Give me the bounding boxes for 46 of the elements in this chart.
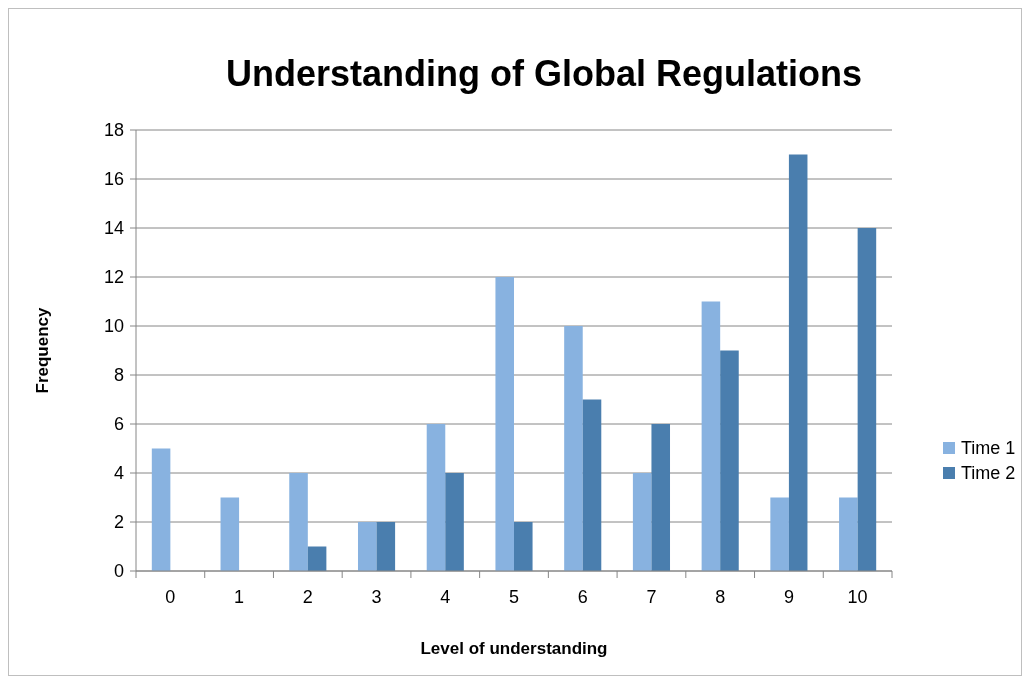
bar <box>582 399 602 571</box>
y-tick-label: 16 <box>103 169 124 190</box>
legend-label: Time 1 <box>961 438 1016 459</box>
bar <box>788 154 808 571</box>
x-tick-label: 8 <box>715 587 726 607</box>
bar <box>289 473 308 571</box>
x-tick-label: 7 <box>646 587 657 607</box>
y-tick-label: 6 <box>113 414 124 435</box>
bar <box>220 497 240 571</box>
chart-title: Understanding of Global Regulations <box>225 53 863 94</box>
bar <box>701 301 721 571</box>
y-tick-label: 8 <box>113 365 124 386</box>
bar <box>564 326 583 571</box>
bar <box>514 522 533 571</box>
bar <box>151 448 171 571</box>
x-tick-label: 5 <box>508 587 520 607</box>
bar <box>857 228 877 571</box>
x-tick-label: 0 <box>165 587 176 607</box>
y-tick-label: 0 <box>113 561 124 582</box>
x-tick-label: 10 <box>847 587 868 607</box>
y-tick-label: 12 <box>103 267 124 288</box>
x-tick-label: 4 <box>440 587 451 607</box>
bar <box>357 522 377 571</box>
y-tick-label: 2 <box>113 512 124 533</box>
bar <box>651 424 671 571</box>
x-tick-label: 6 <box>577 587 588 607</box>
bar <box>495 277 514 571</box>
y-tick-label: 14 <box>103 218 124 239</box>
bar <box>839 497 858 571</box>
y-axis-title: Frequency <box>33 306 52 394</box>
bar <box>770 497 789 571</box>
y-tick-label: 18 <box>103 120 124 141</box>
x-tick-label: 9 <box>783 587 794 607</box>
legend-label: Time 2 <box>961 463 1016 484</box>
x-tick-label: 1 <box>234 587 245 607</box>
bar <box>632 473 652 571</box>
x-tick-label: 3 <box>371 587 382 607</box>
y-tick-label: 10 <box>103 316 124 337</box>
bar <box>376 522 396 571</box>
bar <box>307 546 327 571</box>
x-axis-title: Level of understanding <box>420 639 608 658</box>
bar <box>720 350 739 571</box>
x-tick-label: 2 <box>302 587 313 607</box>
bar <box>445 473 464 571</box>
bar <box>426 424 446 571</box>
y-tick-label: 4 <box>113 463 124 484</box>
